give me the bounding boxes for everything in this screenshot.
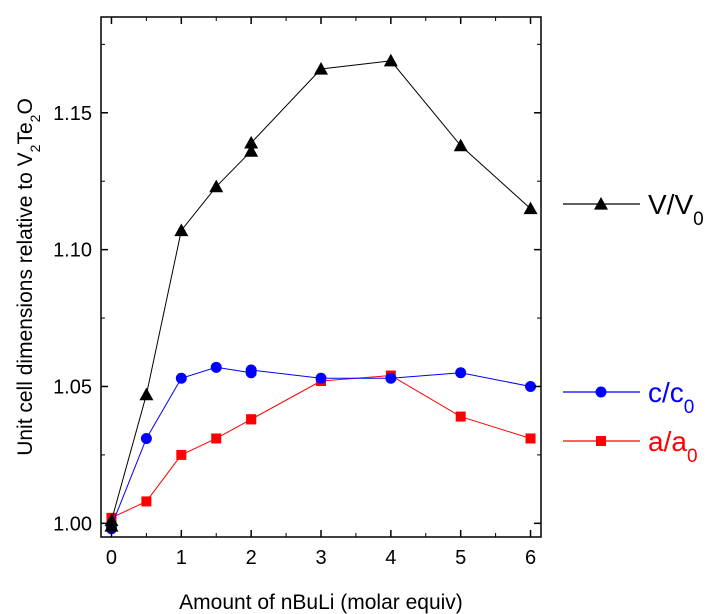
- series-circle: [105, 361, 537, 535]
- x-tick-label: 1: [176, 547, 187, 569]
- legend-marker: [596, 436, 606, 446]
- legend-label: V/V0: [648, 189, 704, 230]
- data-point: [244, 144, 259, 157]
- y-tick-label: 1.00: [53, 513, 92, 535]
- legend-label-main: a/a: [648, 426, 687, 457]
- series-triangle: [104, 53, 538, 532]
- data-point: [174, 223, 189, 237]
- legend-label-sub: 0: [693, 209, 704, 230]
- data-point: [523, 201, 538, 215]
- legend: V/V0c/c0a/a0: [563, 189, 704, 467]
- data-point: [246, 414, 257, 425]
- legend-item: c/c0: [563, 377, 694, 418]
- data-point: [245, 364, 257, 376]
- legend-label: a/a0: [648, 426, 698, 467]
- data-point: [385, 372, 397, 384]
- x-axis-label: Amount of nBuLi (molar equiv): [179, 591, 463, 614]
- legend-label-main: V/V: [648, 189, 693, 220]
- data-point: [315, 372, 327, 384]
- x-tick-label: 5: [455, 547, 466, 569]
- x-tick-label: 4: [385, 547, 396, 569]
- legend-label-sub: 0: [687, 446, 698, 467]
- series-line: [110, 60, 531, 527]
- plot-frame: [100, 16, 542, 538]
- series-square: [106, 370, 536, 526]
- y-axis-label-part: Unit cell dimensions relative to V: [14, 152, 37, 455]
- data-point: [210, 361, 222, 373]
- legend-label-main: c/c: [648, 377, 684, 408]
- data-point: [525, 433, 536, 444]
- y-tick-label: 1.10: [53, 240, 92, 262]
- legend-marker: [595, 386, 607, 398]
- x-tick-label: 0: [106, 547, 117, 569]
- series-line: [110, 366, 531, 529]
- data-point: [525, 380, 537, 392]
- y-axis-label-part: 2: [27, 144, 43, 152]
- data-point: [141, 496, 152, 507]
- data-point: [453, 138, 468, 152]
- y-axis-label-part: Te: [14, 122, 37, 144]
- legend-label: c/c0: [648, 377, 694, 418]
- legend-marker: [594, 197, 608, 210]
- legend-label-sub: 0: [684, 397, 695, 418]
- y-tick-label: 1.05: [53, 376, 92, 398]
- y-axis-label: Unit cell dimensions relative to V2Te2O: [14, 98, 43, 456]
- data-point: [211, 433, 222, 444]
- x-tick-label: 6: [525, 547, 536, 569]
- data-point: [244, 135, 259, 149]
- data-point: [176, 449, 187, 460]
- y-tick-label: 1.15: [53, 103, 92, 125]
- legend-item: a/a0: [563, 426, 698, 467]
- data-point: [314, 62, 328, 75]
- data-point: [175, 372, 187, 384]
- data-point: [455, 367, 467, 379]
- series-line: [110, 375, 531, 521]
- x-tick-label: 2: [246, 547, 257, 569]
- data-point: [383, 53, 398, 67]
- y-axis-label-part: O: [14, 98, 37, 114]
- y-axis-label-part: 2: [27, 114, 43, 122]
- x-tick-label: 3: [315, 547, 326, 569]
- tick-layer: 0 1 2 3 4 5 6 1.00 1.05 1.10 1.15: [53, 17, 541, 569]
- data-point: [139, 387, 154, 401]
- data-point: [140, 432, 152, 444]
- data-point: [455, 411, 466, 422]
- data-point: [209, 179, 224, 193]
- series-layer: [104, 53, 538, 535]
- legend-item: V/V0: [563, 189, 704, 230]
